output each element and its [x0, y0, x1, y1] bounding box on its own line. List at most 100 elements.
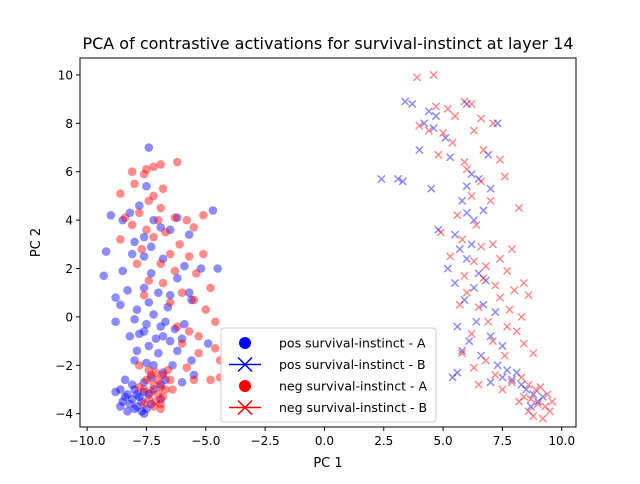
data-point — [194, 348, 203, 358]
data-point — [170, 213, 180, 222]
data-point — [467, 99, 476, 109]
data-point — [127, 394, 137, 404]
data-point — [144, 196, 154, 206]
data-point — [144, 390, 154, 399]
data-point — [118, 215, 128, 225]
data-point — [165, 225, 175, 235]
data-point — [545, 407, 555, 416]
data-point — [446, 153, 455, 162]
data-point — [457, 349, 467, 358]
data-point — [469, 215, 479, 225]
data-point — [151, 334, 161, 343]
data-point — [443, 104, 452, 113]
data-point — [206, 375, 215, 385]
data-point — [481, 261, 490, 271]
data-point — [173, 273, 182, 283]
data-point — [481, 356, 490, 365]
data-point — [393, 174, 403, 184]
data-point — [512, 368, 521, 377]
data-point — [377, 174, 386, 184]
data-point — [144, 365, 154, 375]
y-tick-label: −4 — [55, 407, 73, 421]
data-point — [111, 387, 120, 397]
data-point — [453, 368, 462, 377]
data-point — [543, 390, 552, 399]
data-point — [116, 235, 125, 244]
data-point — [132, 346, 142, 356]
data-point — [130, 237, 139, 247]
data-point — [118, 397, 128, 406]
data-point — [146, 269, 156, 278]
data-point — [493, 119, 502, 128]
data-point — [139, 327, 149, 336]
data-point — [189, 223, 199, 232]
data-point — [457, 196, 467, 205]
data-point — [158, 184, 168, 193]
data-point — [469, 126, 479, 135]
data-point — [142, 375, 151, 385]
data-point — [156, 382, 165, 392]
y-tick-label: 2 — [65, 262, 73, 276]
data-point — [158, 370, 168, 380]
chart-title: PCA of contrastive activations for survi… — [82, 34, 573, 53]
data-point — [474, 380, 483, 389]
legend-item: pos survival-instinct - B — [229, 356, 426, 373]
data-point — [154, 215, 163, 225]
data-point — [522, 385, 531, 394]
data-point — [476, 177, 486, 186]
data-point — [443, 264, 452, 273]
data-point — [460, 157, 469, 167]
data-point — [512, 327, 521, 336]
data-point — [191, 269, 201, 278]
data-point — [460, 97, 469, 106]
data-point — [469, 283, 479, 292]
legend-label: pos survival-instinct - A — [279, 336, 426, 351]
data-point — [144, 298, 154, 307]
data-point — [479, 145, 488, 155]
data-point — [484, 317, 493, 326]
data-point — [173, 157, 182, 167]
data-point — [507, 245, 517, 254]
data-point — [139, 387, 149, 397]
data-point — [168, 360, 177, 370]
data-point — [476, 242, 486, 251]
data-point — [139, 252, 149, 261]
data-point — [505, 305, 514, 314]
data-point — [130, 404, 139, 414]
data-point — [156, 399, 165, 409]
data-point — [476, 351, 486, 360]
data-point — [507, 378, 517, 387]
data-point — [424, 126, 433, 135]
data-point — [146, 242, 156, 252]
x-tick-label: 5.0 — [434, 434, 453, 448]
data-point — [154, 348, 163, 358]
data-point — [144, 341, 154, 351]
data-point — [144, 276, 154, 285]
legend-circle-marker — [239, 380, 251, 392]
data-point — [118, 266, 128, 276]
data-point — [182, 363, 192, 373]
data-point — [484, 150, 493, 159]
data-point — [465, 336, 474, 346]
data-point — [498, 341, 507, 351]
y-tick-label: 6 — [65, 165, 73, 179]
y-tick-label: 10 — [58, 68, 73, 82]
data-point — [450, 230, 460, 239]
data-point — [156, 380, 165, 389]
data-point — [500, 172, 509, 181]
data-point — [173, 213, 182, 222]
y-tick-label: −2 — [55, 359, 73, 373]
data-point — [135, 382, 144, 392]
data-point — [429, 70, 438, 80]
data-point — [99, 271, 109, 281]
data-point — [431, 102, 441, 111]
data-point — [135, 392, 144, 402]
data-point — [132, 390, 142, 399]
data-point — [462, 182, 471, 191]
data-point — [161, 385, 170, 394]
points-layer — [99, 70, 557, 423]
legend-x-marker — [237, 356, 253, 373]
data-point — [486, 196, 495, 205]
data-point — [476, 114, 486, 123]
data-point — [462, 99, 471, 109]
